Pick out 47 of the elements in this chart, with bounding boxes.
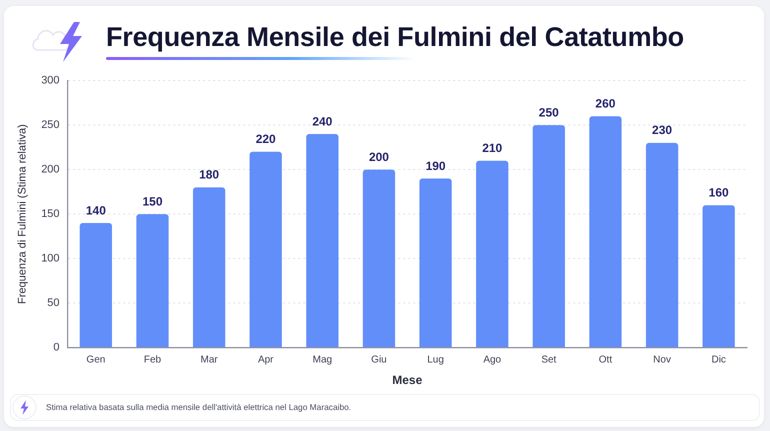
bar [476, 160, 508, 348]
data-label: 150 [142, 194, 163, 208]
y-tick-label: 100 [41, 252, 60, 265]
bar [362, 170, 396, 348]
data-label: 200 [368, 150, 390, 164]
data-label: 260 [595, 96, 616, 111]
bar [646, 142, 678, 348]
data-label: 230 [652, 123, 672, 138]
bar [306, 134, 338, 348]
y-tick-label: 250 [41, 119, 60, 132]
x-tick-label: Mag [312, 354, 332, 366]
x-tick-label: Feb [144, 354, 162, 366]
data-label: 140 [86, 203, 106, 218]
bar [702, 205, 735, 348]
x-tick-label: Lug [427, 354, 444, 366]
data-label: 220 [256, 132, 276, 146]
bar [80, 223, 112, 348]
x-tick-label: Giu [371, 354, 387, 366]
bar [192, 187, 226, 348]
data-label: 250 [538, 105, 560, 120]
y-axis-title: Frequenza di Fulmini (Stima relativa) [16, 124, 29, 304]
x-tick-label: Gen [86, 354, 106, 366]
bar [250, 152, 282, 348]
bar [136, 214, 169, 348]
x-tick-label: Mar [200, 354, 218, 366]
y-tick-label: 200 [41, 164, 60, 176]
y-tick-label: 0 [53, 342, 60, 354]
data-label: 190 [426, 158, 446, 173]
x-tick-label: Ott [598, 354, 612, 366]
x-tick-label: Nov [653, 354, 671, 366]
data-label: 240 [312, 114, 333, 128]
bar [419, 178, 452, 348]
y-tick-label: 150 [41, 208, 60, 220]
data-label: 160 [708, 186, 730, 200]
bar [589, 116, 622, 348]
x-tick-label: Set [541, 354, 557, 366]
text: Stima relativa basata sulla media mensile dell'attività elettrica nel Lago Maracaibo. [46, 402, 352, 412]
data-label: 210 [482, 141, 503, 156]
x-tick-label: Dic [711, 354, 726, 366]
data-label: 180 [199, 168, 220, 182]
chart-title: Frequenza Mensile dei Fulmini del Catatumbo [106, 22, 684, 53]
x-tick-label: Apr [258, 354, 274, 366]
y-tick-label: 300 [41, 74, 60, 87]
x-tick-label: Ago [483, 354, 502, 366]
y-tick-label: 50 [47, 297, 60, 310]
bar [532, 125, 565, 348]
x-axis-title: Mese [392, 373, 423, 388]
